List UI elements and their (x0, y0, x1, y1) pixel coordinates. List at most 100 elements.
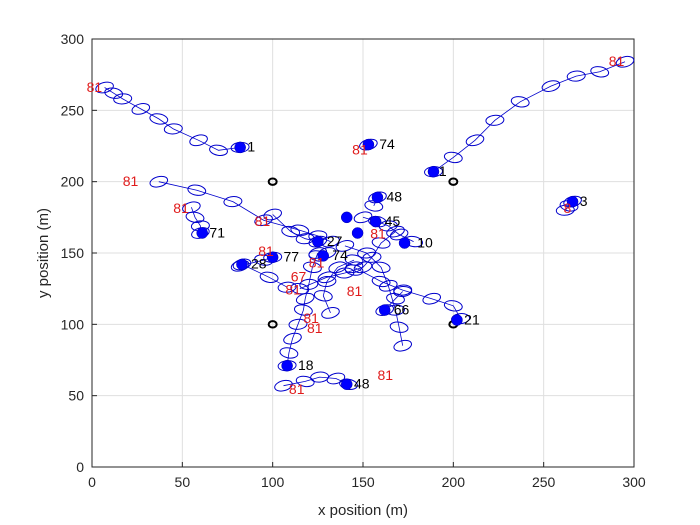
y-axis-label: y position (m) (35, 208, 52, 298)
uncertainty-ellipse (371, 237, 391, 249)
node-id-label: 66 (394, 301, 410, 317)
uncertainty-ellipse (389, 321, 409, 333)
uncertainty-ellipse (209, 144, 228, 156)
x-tick-label: 300 (622, 474, 646, 490)
uncertainty-ellipse (344, 261, 364, 274)
markers (196, 138, 579, 391)
uncertainty-ellipse (510, 96, 530, 108)
node-id-label: 1 (247, 139, 255, 155)
position-marker (281, 359, 293, 372)
uncertainty-ellipse (299, 278, 319, 290)
position-marker (371, 191, 384, 204)
track-line (353, 266, 461, 319)
node-count-label: 81 (258, 243, 274, 259)
node-count-label: 81 (87, 79, 103, 95)
uncertainty-ellipse (465, 134, 485, 147)
uncertainty-ellipse (590, 66, 610, 78)
node-count-label: 81 (123, 173, 139, 189)
uncertainty-ellipse (313, 290, 333, 302)
uncertainty-ellipse (393, 285, 413, 298)
uncertainty-ellipse (344, 254, 364, 266)
uncertainty-ellipse (293, 304, 313, 316)
uncertainty-ellipse (393, 339, 412, 352)
uncertainty-ellipse (295, 292, 315, 305)
uncertainty-ellipse (163, 123, 183, 135)
uncertainty-ellipse (223, 196, 243, 208)
node-count-label: 81 (307, 320, 323, 336)
position-marker (340, 378, 353, 391)
position-marker (451, 314, 463, 326)
position-marker (351, 227, 364, 239)
position-marker (369, 215, 382, 228)
node-id-label: 1 (439, 163, 447, 179)
node-id-label: 74 (332, 247, 348, 263)
uncertainty-ellipse (541, 80, 561, 92)
uncertainty-ellipse (555, 204, 575, 216)
x-tick-label: 200 (442, 474, 466, 490)
uncertainty-ellipse (279, 347, 299, 359)
uncertainty-ellipse (149, 113, 169, 125)
tracks (95, 55, 635, 392)
node-id-label: 48 (386, 189, 402, 205)
x-tick-label: 150 (351, 474, 375, 490)
anchor-point (448, 177, 459, 186)
position-marker (378, 304, 391, 316)
uncertainty-ellipse (335, 240, 355, 252)
node-count-label: 8 (564, 200, 572, 216)
x-tick-label: 50 (175, 474, 191, 490)
node-id-label: 3 (580, 193, 588, 209)
node-count-label: 81 (370, 226, 386, 242)
uncertainty-ellipse (288, 318, 308, 330)
x-tick-label: 100 (261, 474, 285, 490)
uncertainty-ellipse (386, 293, 405, 305)
uncertainty-ellipse (283, 332, 302, 345)
uncertainty-ellipse (371, 261, 391, 273)
node-id-label: 21 (464, 311, 480, 327)
uncertainty-ellipse (189, 134, 208, 147)
axis-ticks: 0 50 100 150 200 250 300 0 50 100 150 200 250 300 (61, 31, 646, 490)
node-id-label: 45 (385, 213, 401, 229)
y-tick-label: 0 (76, 459, 84, 475)
x-axis-label: x position (m) (318, 502, 408, 519)
uncertainty-ellipse (263, 208, 282, 221)
uncertainty-ellipse (259, 271, 279, 283)
uncertainty-ellipse (131, 103, 151, 115)
uncertainty-ellipse (328, 261, 347, 274)
position-marker (566, 195, 579, 208)
node-count-label: 81 (347, 283, 363, 299)
uncertainty-ellipse (302, 261, 322, 273)
y-tick-label: 250 (61, 102, 85, 118)
position-marker (317, 250, 330, 262)
node-count-label: 67 (291, 269, 307, 285)
uncertainty-ellipse (353, 261, 373, 274)
uncertainty-ellipse (357, 247, 377, 259)
node-count-label: 81 (309, 254, 325, 270)
position-marker (236, 258, 248, 271)
uncertainty-ellipse (113, 93, 133, 105)
uncertainty-ellipse (379, 279, 398, 292)
uncertainty-ellipse (277, 281, 297, 293)
track-line (344, 245, 404, 346)
node-count-label: 81 (173, 200, 189, 216)
uncertainty-ellipse (254, 214, 273, 227)
y-tick-label: 50 (68, 388, 84, 404)
node-count-label: 81 (255, 213, 271, 229)
uncertainty-ellipse (566, 70, 586, 82)
uncertainty-ellipse (386, 225, 405, 238)
uncertainty-ellipse (274, 379, 293, 392)
node-id-label: 27 (327, 233, 343, 249)
uncertainty-ellipse (443, 151, 463, 164)
node-count-label: 81 (285, 281, 301, 297)
uncertainty-ellipse (615, 55, 635, 68)
y-tick-label: 200 (61, 174, 85, 190)
y-tick-label: 150 (61, 245, 85, 261)
uncertainty-ellipse (353, 211, 373, 224)
uncertainty-ellipse (317, 271, 337, 284)
uncertainty-ellipse (187, 184, 207, 196)
node-id-label: 77 (284, 249, 300, 265)
uncertainty-ellipse (422, 292, 441, 305)
uncertainty-ellipse (95, 81, 114, 94)
